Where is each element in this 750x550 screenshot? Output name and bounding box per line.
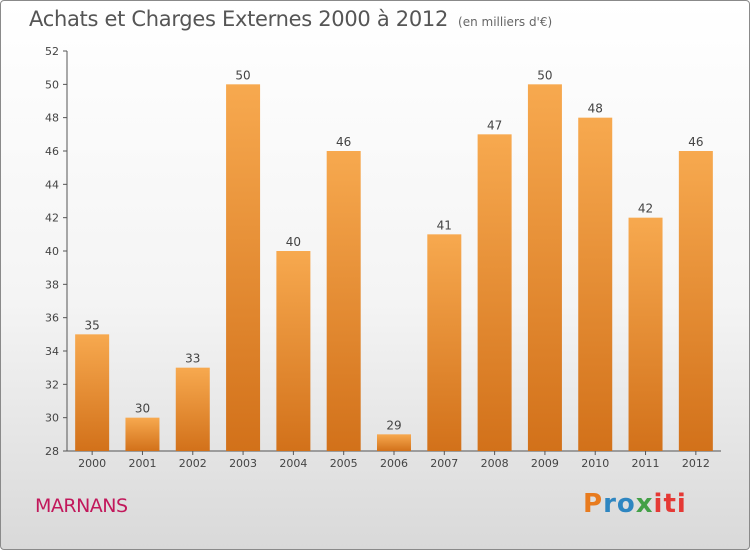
bar-2005 — [326, 151, 361, 451]
bar-2003 — [226, 84, 261, 451]
y-tick-label: 48 — [45, 112, 59, 125]
x-tick-label-2011: 2011 — [632, 457, 660, 470]
y-tick-label: 34 — [45, 345, 59, 358]
data-label-2007: 41 — [437, 218, 452, 232]
x-tick-label-2003: 2003 — [229, 457, 257, 470]
chart-subtitle: (en milliers d'€) — [458, 15, 553, 29]
title-block: Achats et Charges Externes 2000 à 2012 (e… — [29, 7, 552, 31]
x-tick-label-2010: 2010 — [581, 457, 609, 470]
bars — [75, 84, 713, 452]
data-label-2002: 33 — [185, 352, 200, 366]
bar-2007 — [427, 234, 462, 451]
x-tick-label-2005: 2005 — [330, 457, 358, 470]
logo-part-p: P — [583, 489, 604, 519]
logo-part-x: x — [635, 489, 654, 519]
y-tick-label: 30 — [45, 412, 59, 425]
bar-2009 — [527, 84, 562, 451]
data-label-2004: 40 — [286, 235, 301, 249]
bar-2004 — [276, 251, 311, 451]
x-tick-label-2008: 2008 — [481, 457, 509, 470]
chart-title: Achats et Charges Externes 2000 à 2012 — [29, 7, 449, 31]
commune-name: MARNANS — [35, 495, 128, 517]
x-tick-label-2000: 2000 — [78, 457, 106, 470]
data-label-2006: 29 — [386, 418, 401, 432]
logo-part-iti: iti — [653, 489, 687, 519]
bar-2000 — [75, 334, 110, 451]
x-tick-label-2004: 2004 — [279, 457, 307, 470]
x-tick-label-2012: 2012 — [682, 457, 710, 470]
y-tick-label: 46 — [45, 145, 59, 158]
data-label-2011: 42 — [638, 202, 653, 216]
data-label-2005: 46 — [336, 135, 351, 149]
x-tick-label-2001: 2001 — [128, 457, 156, 470]
data-label-2001: 30 — [135, 402, 150, 416]
data-label-2000: 35 — [85, 318, 100, 332]
y-tick-label: 40 — [45, 245, 59, 258]
bar-2006 — [377, 434, 411, 451]
data-label-2009: 50 — [537, 68, 552, 82]
data-label-2008: 47 — [487, 118, 502, 132]
bar-2001 — [125, 417, 160, 451]
bar-2011 — [628, 217, 663, 451]
y-tick-label: 50 — [45, 78, 59, 91]
y-tick-label: 44 — [45, 178, 59, 191]
bar-2008 — [477, 134, 512, 452]
y-tick-label: 36 — [45, 312, 59, 325]
x-tick-label-2002: 2002 — [179, 457, 207, 470]
x-tick-label-2007: 2007 — [430, 457, 458, 470]
data-label-2012: 46 — [688, 135, 703, 149]
logo-part-ro: ro — [603, 489, 636, 519]
y-tick-label: 38 — [45, 278, 59, 291]
y-tick-label: 32 — [45, 378, 59, 391]
data-labels: 35 30 33 50 40 46 29 41 47 50 48 42 46 — [85, 68, 704, 432]
bar-2002 — [175, 367, 210, 451]
data-label-2010: 48 — [588, 102, 603, 116]
bar-2010 — [578, 117, 613, 452]
x-tick-label-2009: 2009 — [531, 457, 559, 470]
y-tick-label: 52 — [45, 45, 59, 58]
x-tick-label-2006: 2006 — [380, 457, 408, 470]
data-label-2003: 50 — [235, 68, 250, 82]
y-tick-label: 28 — [45, 445, 59, 458]
y-tick-label: 42 — [45, 212, 59, 225]
proxiti-logo[interactable]: Proxiti — [583, 489, 687, 519]
axes: 28 30 32 34 36 38 40 42 44 46 48 50 52 2000 2001 2002 20… — [45, 45, 721, 470]
bar-2012 — [678, 151, 713, 451]
